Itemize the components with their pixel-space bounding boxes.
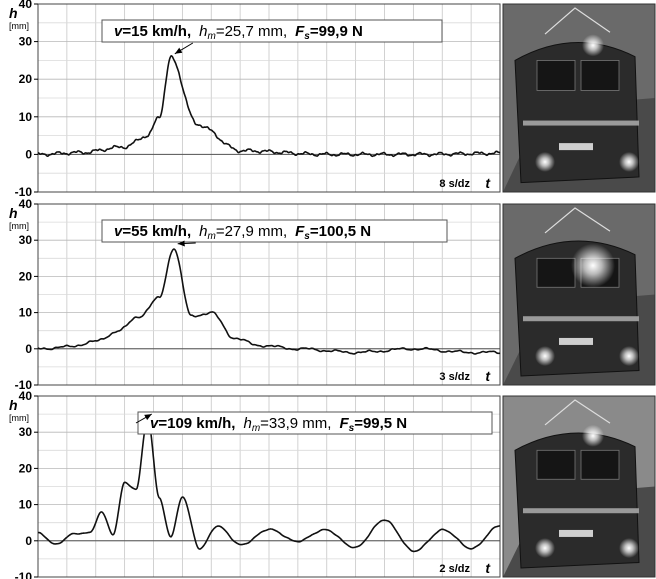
data-line	[37, 417, 501, 553]
y-tick-label: 10	[19, 110, 33, 124]
photo-pantograph	[544, 399, 611, 426]
photo-headlight-left	[535, 538, 555, 559]
y-tick-label: 0	[25, 534, 32, 548]
callout-text: v=109 km/h, hm=33,9 mm, Fs=99,5 N	[150, 415, 407, 434]
y-tick-label: -10	[15, 185, 33, 199]
photo-stripe	[523, 316, 639, 322]
plot-frame	[37, 3, 501, 193]
photo-headlight-right	[619, 346, 639, 367]
chart-panel-2: -10 0 10 20 30 40h[mm] t 3 s/dz v=55 km/h, hm=27,…	[9, 197, 656, 392]
photo-pantograph	[544, 7, 611, 35]
time-scale-label: 8 s/dz	[439, 178, 470, 190]
y-tick-label: 10	[19, 306, 33, 320]
photo-window-left	[536, 449, 576, 480]
y-tick-label: 30	[19, 35, 33, 49]
photo-frame	[502, 3, 656, 193]
callout-arrow	[135, 413, 152, 424]
photo-window-right	[580, 449, 620, 480]
photo-pantograph	[544, 207, 611, 234]
photo-stripe	[523, 120, 639, 126]
callout-arrow	[174, 42, 194, 55]
y-axis-unit: [mm]	[9, 221, 29, 231]
callout-box	[137, 411, 493, 435]
y-tick-label: 20	[19, 72, 33, 86]
y-tick-label: -10	[15, 378, 33, 392]
photo-stripe	[523, 508, 639, 514]
y-axis-unit: [mm]	[9, 413, 29, 423]
photo-headlight-right	[619, 538, 639, 559]
y-tick-label: 20	[19, 461, 33, 475]
y-tick-label: 30	[19, 233, 33, 247]
callout-box	[101, 219, 448, 243]
x-axis-label: t	[485, 368, 491, 384]
photo-frame	[502, 395, 656, 578]
callout-arrow	[177, 240, 196, 247]
y-tick-label: 0	[25, 342, 32, 356]
callout-text: v=15 km/h, hm=25,7 mm, Fs=99,9 N	[114, 23, 363, 42]
locomotive-photo	[502, 203, 656, 386]
y-axis-label: h	[9, 397, 18, 413]
callout-box	[101, 19, 443, 43]
plot-frame	[37, 203, 501, 386]
photo-number-plate	[559, 143, 593, 151]
time-scale-label: 2 s/dz	[439, 563, 470, 575]
photo-headlight-top	[571, 243, 615, 288]
plot-frame	[37, 395, 501, 578]
locomotive-photo	[502, 395, 656, 578]
chart-panel-3: -10 0 10 20 30 40h[mm] t 2 s/dz v=109 km/h, hm=33…	[9, 389, 656, 579]
y-axis-label: h	[9, 205, 18, 221]
y-tick-label: -10	[15, 570, 33, 579]
photo-headlight-left	[535, 151, 555, 172]
x-axis-label: t	[485, 175, 491, 191]
photo-window-left	[536, 60, 576, 91]
photo-headlight-left	[535, 346, 555, 367]
data-line	[37, 248, 501, 355]
photo-frame	[502, 203, 656, 386]
time-scale-label: 3 s/dz	[439, 371, 470, 383]
y-tick-label: 20	[19, 269, 33, 283]
photo-number-plate	[559, 337, 593, 345]
photo-headlight-top	[582, 424, 604, 447]
photo-number-plate	[559, 529, 593, 537]
chart-panel-1: -10 0 10 20 30 40h[mm] t 8 s/dz v=15 km/h, hm=25,…	[9, 0, 656, 199]
photo-headlight-right	[619, 151, 639, 172]
y-tick-label: 0	[25, 147, 32, 161]
data-line	[37, 55, 501, 158]
y-axis-unit: [mm]	[9, 21, 29, 31]
y-tick-label: 40	[19, 197, 33, 211]
y-tick-label: 40	[19, 389, 33, 403]
photo-headlight-top	[582, 34, 604, 57]
photo-window-right	[580, 60, 620, 91]
photo-window-left	[536, 257, 576, 288]
y-axis-label: h	[9, 5, 18, 21]
x-axis-label: t	[485, 560, 491, 576]
locomotive-photo	[502, 3, 656, 193]
y-tick-label: 10	[19, 498, 33, 512]
callout-text: v=55 km/h, hm=27,9 mm, Fs=100,5 N	[114, 223, 371, 242]
y-tick-label: 30	[19, 425, 33, 439]
y-tick-label: 40	[19, 0, 33, 11]
